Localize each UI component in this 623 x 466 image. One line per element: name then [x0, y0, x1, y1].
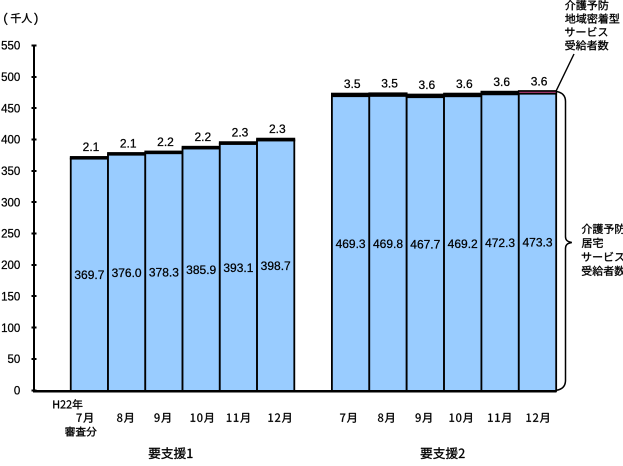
svg-text:400: 400	[1, 135, 20, 147]
svg-text:2.1: 2.1	[83, 140, 100, 154]
svg-text:2.2: 2.2	[194, 130, 211, 144]
svg-text:378.3: 378.3	[149, 266, 179, 280]
svg-text:0: 0	[14, 386, 20, 398]
svg-text:469.3: 469.3	[336, 237, 366, 251]
svg-text:469.8: 469.8	[373, 237, 403, 251]
svg-text:2.3: 2.3	[232, 125, 249, 139]
svg-text:450: 450	[1, 103, 20, 115]
svg-text:3.6: 3.6	[419, 78, 436, 92]
svg-text:200: 200	[1, 260, 20, 272]
svg-text:3.6: 3.6	[493, 75, 510, 89]
svg-text:3.6: 3.6	[531, 74, 548, 88]
svg-text:369.7: 369.7	[74, 268, 104, 282]
svg-text:393.1: 393.1	[223, 261, 253, 275]
svg-text:398.7: 398.7	[261, 259, 291, 273]
svg-text:150: 150	[1, 291, 20, 303]
svg-text:472.3: 472.3	[485, 236, 515, 250]
svg-text:250: 250	[1, 229, 20, 241]
svg-text:500: 500	[1, 72, 20, 84]
svg-text:550: 550	[1, 41, 20, 53]
svg-text:473.3: 473.3	[522, 236, 552, 250]
svg-text:469.2: 469.2	[448, 237, 478, 251]
svg-text:467.7: 467.7	[410, 238, 440, 252]
svg-text:376.0: 376.0	[112, 266, 142, 280]
svg-text:3.6: 3.6	[456, 77, 473, 91]
svg-text:2.2: 2.2	[157, 135, 174, 149]
svg-text:3.5: 3.5	[381, 77, 398, 91]
svg-text:50: 50	[8, 354, 21, 366]
svg-text:2.1: 2.1	[120, 136, 137, 150]
svg-text:350: 350	[1, 166, 20, 178]
svg-text:385.9: 385.9	[186, 263, 216, 277]
svg-text:2.3: 2.3	[269, 122, 286, 136]
svg-text:100: 100	[1, 323, 20, 335]
svg-text:3.5: 3.5	[344, 77, 361, 91]
svg-text:300: 300	[1, 197, 20, 209]
